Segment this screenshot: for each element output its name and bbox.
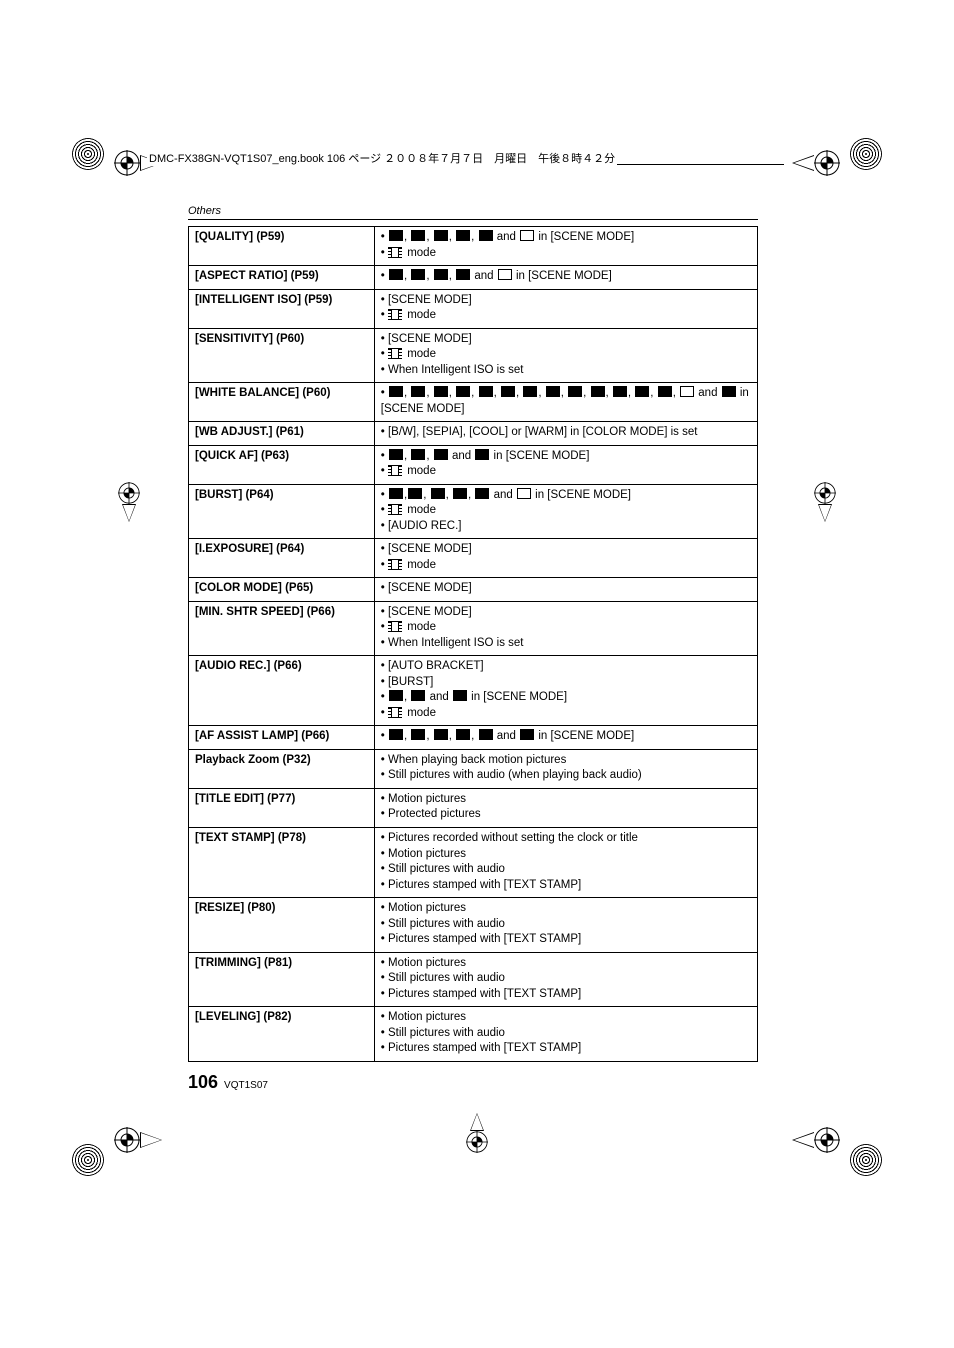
- table-row: [QUICK AF] (P63)• , , and in [SCENE MODE…: [189, 445, 758, 484]
- table-row: [AUDIO REC.] (P66)• [AUTO BRACKET]• [BUR…: [189, 656, 758, 726]
- row-label: [LEVELING] (P82): [189, 1007, 375, 1062]
- print-corner-icon: [850, 138, 882, 170]
- arrow-left-icon: [792, 155, 814, 171]
- print-corner-icon: [72, 1144, 104, 1176]
- print-corner-icon: [72, 138, 104, 170]
- row-label: [BURST] (P64): [189, 484, 375, 539]
- row-label: [WB ADJUST.] (P61): [189, 422, 375, 446]
- reg-circle-icon: [114, 1127, 140, 1153]
- row-label: [ASPECT RATIO] (P59): [189, 266, 375, 290]
- reg-circle-icon: [814, 150, 840, 176]
- row-conditions: • ,, , , and in [SCENE MODE]• mode• [AUD…: [374, 484, 757, 539]
- table-row: [QUALITY] (P59)• , , , , and in [SCENE M…: [189, 227, 758, 266]
- row-label: [QUALITY] (P59): [189, 227, 375, 266]
- row-label: [COLOR MODE] (P65): [189, 578, 375, 602]
- row-label: [QUICK AF] (P63): [189, 445, 375, 484]
- row-label: [TEXT STAMP] (P78): [189, 827, 375, 897]
- table-row: [WB ADJUST.] (P61)• [B/W], [SEPIA], [COO…: [189, 422, 758, 446]
- table-row: [TITLE EDIT] (P77)• Motion pictures• Pro…: [189, 788, 758, 827]
- reg-circle-icon: [466, 1131, 488, 1153]
- row-label: [AF ASSIST LAMP] (P66): [189, 726, 375, 750]
- content-area: Others [QUALITY] (P59)• , , , , and in […: [188, 205, 758, 1062]
- reg-mark-right-mid: [814, 482, 836, 522]
- page-number: 106: [188, 1072, 218, 1093]
- reg-mark-bottom-right: [792, 1127, 840, 1153]
- row-conditions: • [SCENE MODE]• mode: [374, 289, 757, 328]
- arrow-down-icon: [122, 504, 136, 522]
- table-row: [SENSITIVITY] (P60)• [SCENE MODE]• mode•…: [189, 328, 758, 383]
- row-conditions: • [B/W], [SEPIA], [COOL] or [WARM] in [C…: [374, 422, 757, 446]
- row-label: [I.EXPOSURE] (P64): [189, 539, 375, 578]
- table-row: [BURST] (P64)• ,, , , and in [SCENE MODE…: [189, 484, 758, 539]
- arrow-right-icon: [140, 1132, 162, 1148]
- row-conditions: • Motion pictures• Still pictures with a…: [374, 952, 757, 1007]
- table-row: [MIN. SHTR SPEED] (P66)• [SCENE MODE]• m…: [189, 601, 758, 656]
- row-label: [MIN. SHTR SPEED] (P66): [189, 601, 375, 656]
- spec-table: [QUALITY] (P59)• , , , , and in [SCENE M…: [188, 226, 758, 1062]
- reg-mark-left-mid: [118, 482, 140, 522]
- table-row: [I.EXPOSURE] (P64)• [SCENE MODE]• mode: [189, 539, 758, 578]
- row-label: [TRIMMING] (P81): [189, 952, 375, 1007]
- reg-circle-icon: [114, 150, 140, 176]
- row-conditions: • Motion pictures• Still pictures with a…: [374, 898, 757, 953]
- row-conditions: • [AUTO BRACKET]• [BURST]• , and in [SCE…: [374, 656, 757, 726]
- row-label: Playback Zoom (P32): [189, 749, 375, 788]
- page-header-text: DMC-FX38GN-VQT1S07_eng.book 106 ページ ２００８…: [147, 150, 617, 166]
- table-row: [INTELLIGENT ISO] (P59)• [SCENE MODE]• m…: [189, 289, 758, 328]
- row-label: [WHITE BALANCE] (P60): [189, 383, 375, 422]
- table-row: [ASPECT RATIO] (P59)• , , , and in [SCEN…: [189, 266, 758, 290]
- table-row: [LEVELING] (P82)• Motion pictures• Still…: [189, 1007, 758, 1062]
- print-corner-icon: [850, 1144, 882, 1176]
- row-conditions: • , , and in [SCENE MODE]• mode: [374, 445, 757, 484]
- reg-circle-icon: [118, 482, 140, 504]
- row-conditions: • Motion pictures• Still pictures with a…: [374, 1007, 757, 1062]
- row-conditions: • [SCENE MODE]• mode: [374, 539, 757, 578]
- reg-mark-top-right: [792, 150, 840, 176]
- row-conditions: • Pictures recorded without setting the …: [374, 827, 757, 897]
- row-conditions: • [SCENE MODE]• mode• When Intelligent I…: [374, 328, 757, 383]
- row-label: [INTELLIGENT ISO] (P59): [189, 289, 375, 328]
- row-label: [SENSITIVITY] (P60): [189, 328, 375, 383]
- reg-circle-icon: [814, 1127, 840, 1153]
- table-row: Playback Zoom (P32)• When playing back m…: [189, 749, 758, 788]
- table-row: [WHITE BALANCE] (P60)• , , , , , , , , ,…: [189, 383, 758, 422]
- row-conditions: • , , , and in [SCENE MODE]: [374, 266, 757, 290]
- row-label: [TITLE EDIT] (P77): [189, 788, 375, 827]
- arrow-down-icon: [818, 504, 832, 522]
- page-header-line: DMC-FX38GN-VQT1S07_eng.book 106 ページ ２００８…: [147, 157, 784, 158]
- row-label: [AUDIO REC.] (P66): [189, 656, 375, 726]
- table-row: [AF ASSIST LAMP] (P66)• , , , , and in […: [189, 726, 758, 750]
- row-label: [RESIZE] (P80): [189, 898, 375, 953]
- row-conditions: • When playing back motion pictures• Sti…: [374, 749, 757, 788]
- section-rule: [188, 219, 758, 220]
- doc-id: VQT1S07: [224, 1080, 268, 1091]
- row-conditions: • , , , , , , , , , , , , , and in [SCEN…: [374, 383, 757, 422]
- row-conditions: • , , , , and in [SCENE MODE]: [374, 726, 757, 750]
- table-row: [TRIMMING] (P81)• Motion pictures• Still…: [189, 952, 758, 1007]
- page-footer: 106 VQT1S07: [188, 1072, 268, 1093]
- arrow-up-icon: [470, 1113, 484, 1131]
- row-conditions: • , , , , and in [SCENE MODE]• mode: [374, 227, 757, 266]
- row-conditions: • [SCENE MODE]: [374, 578, 757, 602]
- row-conditions: • [SCENE MODE]• mode• When Intelligent I…: [374, 601, 757, 656]
- table-row: [TEXT STAMP] (P78)• Pictures recorded wi…: [189, 827, 758, 897]
- section-label: Others: [188, 205, 758, 217]
- table-row: [RESIZE] (P80)• Motion pictures• Still p…: [189, 898, 758, 953]
- reg-mark-bottom-left: [114, 1127, 162, 1153]
- row-conditions: • Motion pictures• Protected pictures: [374, 788, 757, 827]
- arrow-left-icon: [792, 1132, 814, 1148]
- reg-circle-icon: [814, 482, 836, 504]
- reg-mark-bottom-center: [466, 1113, 488, 1153]
- table-row: [COLOR MODE] (P65)• [SCENE MODE]: [189, 578, 758, 602]
